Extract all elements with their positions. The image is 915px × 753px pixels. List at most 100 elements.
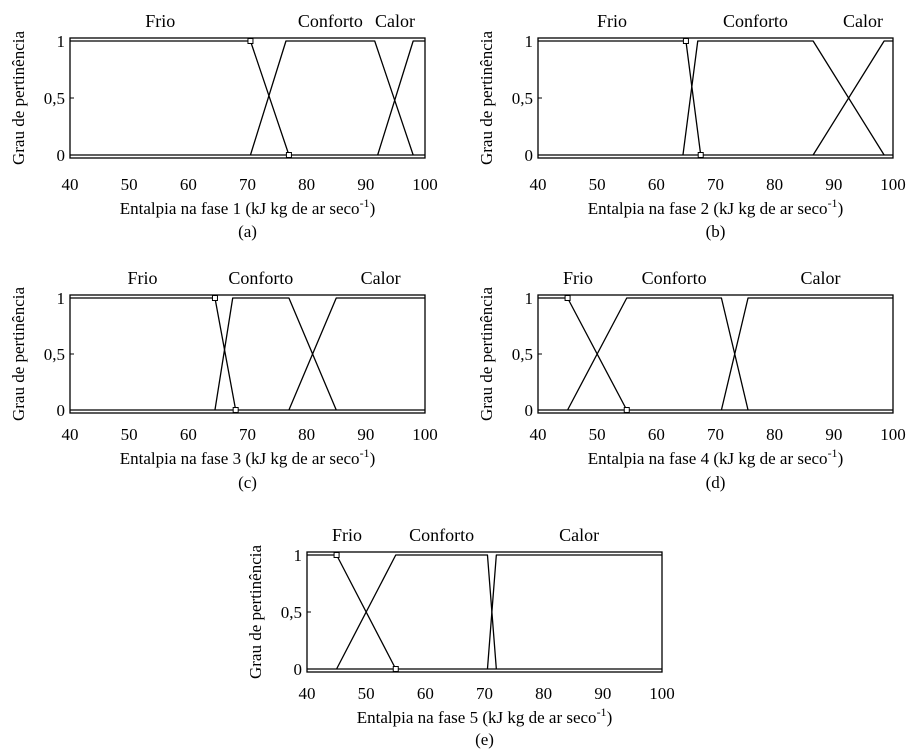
x-tick-label: 40: [62, 175, 79, 194]
series-calor-line: [812, 40, 893, 156]
panel-label: (b): [706, 222, 726, 241]
x-tick-label: 100: [412, 425, 438, 444]
x-tick-label: 50: [121, 175, 138, 194]
x-tick-label: 40: [62, 425, 79, 444]
series-calor-line: [486, 554, 662, 670]
series-conforto-line: [682, 40, 885, 156]
x-tick-label: 50: [589, 175, 606, 194]
series-conforto-label: Conforto: [409, 525, 474, 545]
breakpoint-marker: [333, 552, 340, 558]
y-axis-label: Grau de pertinência: [9, 287, 28, 421]
x-tick-label: 50: [121, 425, 138, 444]
y-tick-label: 0: [525, 401, 534, 420]
x-tick-label: 90: [825, 425, 842, 444]
x-tick-label: 60: [648, 425, 665, 444]
x-tick-label: 90: [357, 425, 374, 444]
x-tick-label: 70: [239, 425, 256, 444]
panel-a: 0 0,5 1 40 50 60 70 80 90 100 Frio Conforto Calor Gra…: [9, 11, 438, 241]
series-calor-line: [377, 40, 425, 156]
x-tick-label: 100: [649, 684, 675, 703]
y-tick-label: 0,5: [44, 89, 65, 108]
y-axis-label: Grau de pertinência: [477, 31, 496, 165]
panel-c: 0 0,5 1 40 50 60 70 80 90 100 Frio Conforto Calor Gra…: [9, 268, 438, 492]
panel-label: (d): [706, 473, 726, 492]
breakpoint-marker: [682, 38, 689, 44]
x-axis-label: Entalpia na fase 1 (kJ kg de ar seco-1): [120, 196, 375, 218]
series-calor-line: [720, 297, 893, 411]
y-tick-label: 1: [294, 546, 303, 565]
y-tick-label: 0: [525, 146, 534, 165]
y-tick-label: 0: [294, 660, 303, 679]
panel-b: 0 0,5 1 40 50 60 70 80 90 100 Frio Conforto Calor Gra…: [477, 11, 906, 241]
plot-frame: [69, 37, 426, 159]
y-tick-label: 0,5: [512, 89, 533, 108]
breakpoint-marker: [211, 295, 218, 301]
x-tick-label: 60: [180, 175, 197, 194]
series-frio-label: Frio: [563, 268, 593, 288]
series-frio-line: [538, 40, 702, 156]
y-tick-label: 0,5: [281, 603, 302, 622]
series-frio-label: Frio: [597, 11, 627, 31]
series-frio-label: Frio: [127, 268, 157, 288]
series-frio-line: [70, 297, 237, 411]
y-axis-label: Grau de pertinência: [477, 287, 496, 421]
y-axis-label: Grau de pertinência: [9, 31, 28, 165]
x-tick-label: 100: [412, 175, 438, 194]
series-conforto-label: Conforto: [228, 268, 293, 288]
panel-label: (e): [475, 730, 494, 749]
x-tick-label: 80: [766, 425, 783, 444]
x-tick-label: 40: [530, 425, 547, 444]
series-frio-label: Frio: [332, 525, 362, 545]
x-tick-label: 80: [298, 175, 315, 194]
series-calor-label: Calor: [361, 268, 401, 288]
y-tick-label: 0: [57, 401, 66, 420]
breakpoint-marker: [247, 38, 254, 44]
x-tick-label: 40: [530, 175, 547, 194]
x-tick-label: 70: [707, 425, 724, 444]
series-frio-line: [307, 554, 397, 670]
x-axis-label: Entalpia na fase 4 (kJ kg de ar seco-1): [588, 446, 843, 468]
x-tick-label: 60: [648, 175, 665, 194]
x-tick-label: 60: [180, 425, 197, 444]
x-tick-label: 80: [766, 175, 783, 194]
x-tick-label: 80: [535, 684, 552, 703]
panel-label: (c): [238, 473, 257, 492]
breakpoint-marker: [285, 152, 292, 158]
x-tick-label: 90: [825, 175, 842, 194]
plot-frame: [537, 294, 894, 414]
series-frio-label: Frio: [145, 11, 175, 31]
series-frio-line: [538, 297, 628, 411]
x-axis-label: Entalpia na fase 5 (kJ kg de ar seco-1): [357, 705, 612, 727]
x-tick-label: 60: [417, 684, 434, 703]
series-calor-label: Calor: [843, 11, 883, 31]
y-axis-label: Grau de pertinência: [246, 545, 265, 679]
series-calor-label: Calor: [559, 525, 599, 545]
panel-d: 0 0,5 1 40 50 60 70 80 90 100 Frio Conforto Calor Gra…: [477, 268, 906, 492]
breakpoint-marker: [232, 407, 239, 413]
x-tick-label: 40: [299, 684, 316, 703]
series-calor-label: Calor: [801, 268, 841, 288]
y-tick-label: 0,5: [512, 345, 533, 364]
series-conforto-line: [249, 40, 414, 156]
x-tick-label: 90: [357, 175, 374, 194]
y-tick-label: 0: [57, 146, 66, 165]
x-tick-label: 50: [589, 425, 606, 444]
series-calor-line: [288, 297, 425, 411]
x-tick-label: 70: [239, 175, 256, 194]
y-tick-label: 1: [57, 32, 66, 51]
x-tick-label: 90: [594, 684, 611, 703]
y-tick-label: 1: [525, 32, 534, 51]
x-tick-label: 100: [880, 175, 906, 194]
y-tick-label: 1: [57, 289, 66, 308]
series-conforto-label: Conforto: [723, 11, 788, 31]
plot-frame: [537, 37, 894, 159]
breakpoint-marker: [697, 152, 704, 158]
series-conforto-label: Conforto: [298, 11, 363, 31]
x-axis-label: Entalpia na fase 2 (kJ kg de ar seco-1): [588, 196, 843, 218]
series-conforto-label: Conforto: [642, 268, 707, 288]
y-tick-label: 1: [525, 289, 534, 308]
x-tick-label: 80: [298, 425, 315, 444]
breakpoint-marker: [623, 407, 630, 413]
y-tick-label: 0,5: [44, 345, 65, 364]
